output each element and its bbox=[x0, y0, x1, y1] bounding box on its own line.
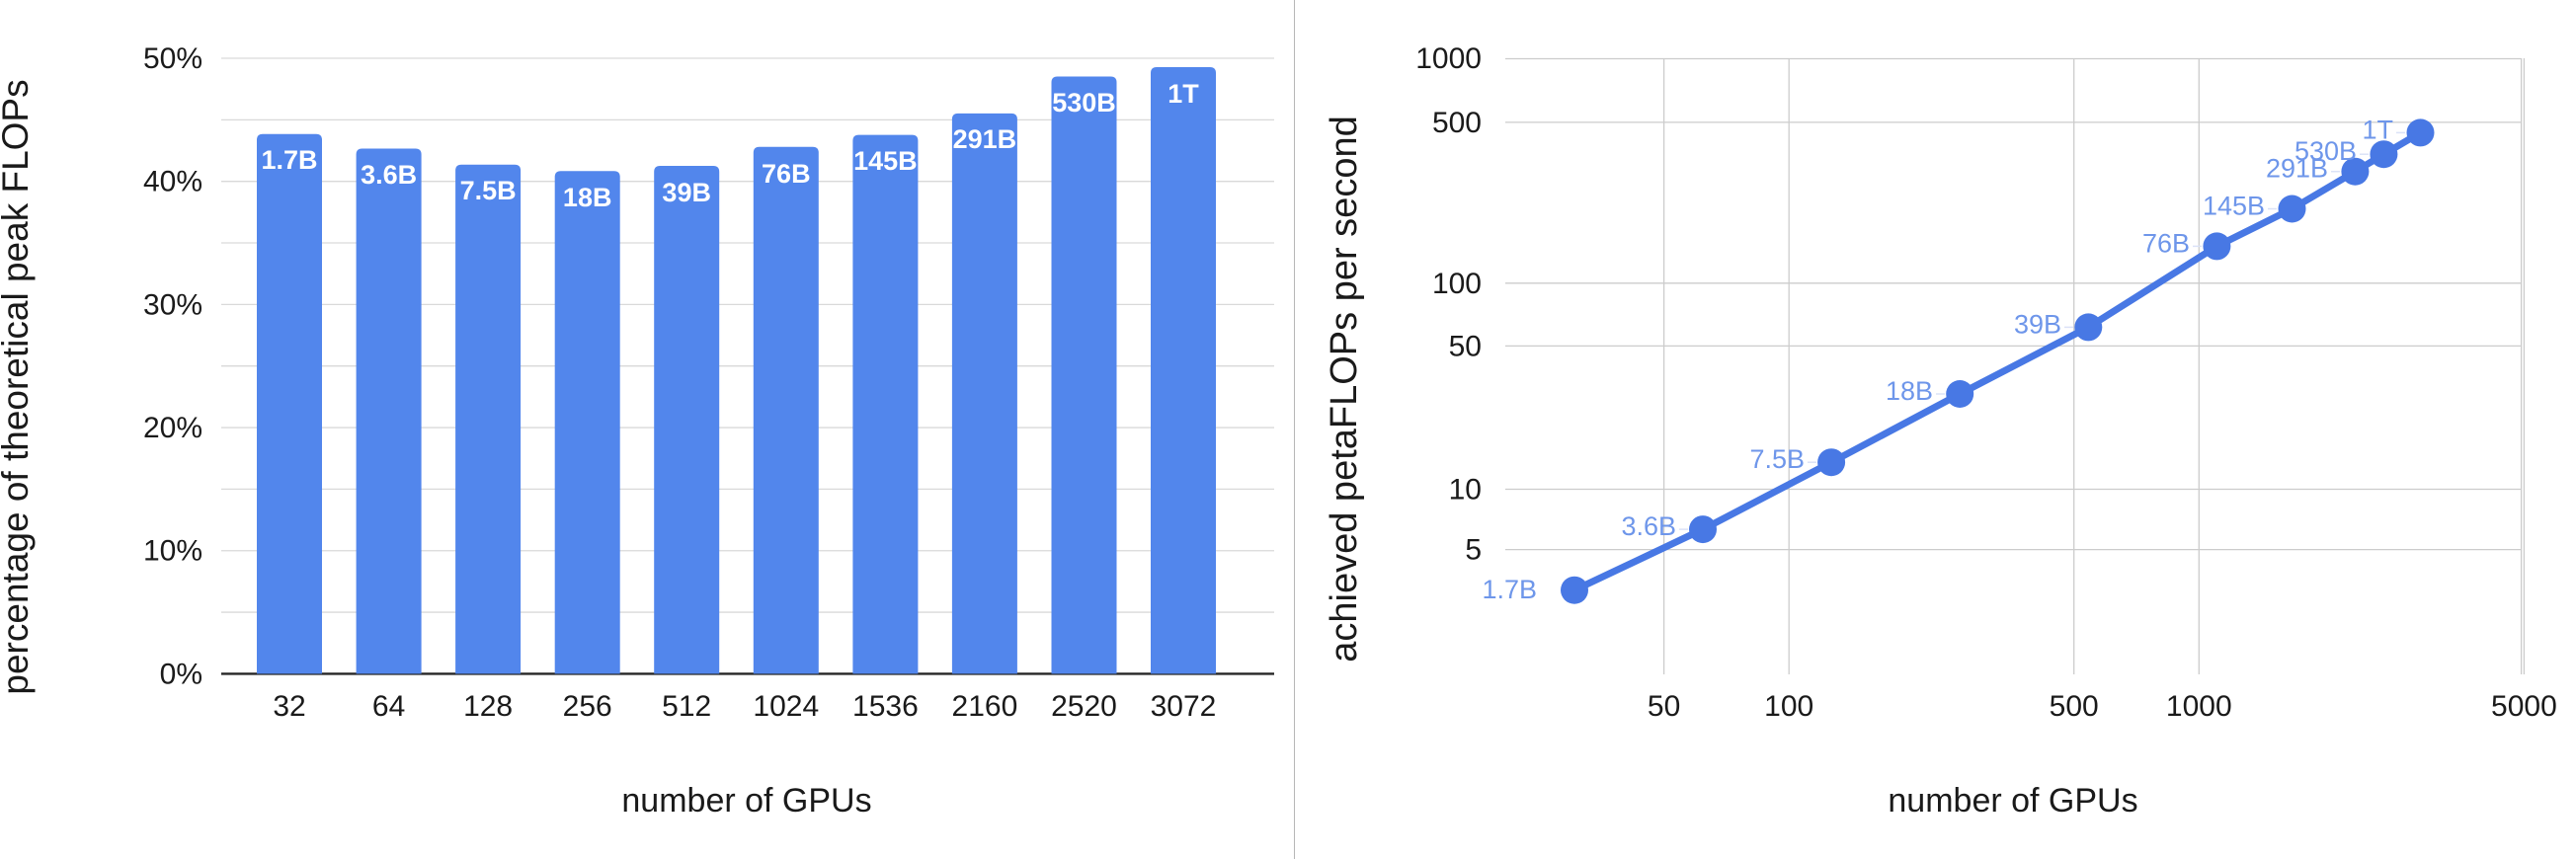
svg-text:39B: 39B bbox=[2014, 309, 2061, 339]
svg-text:1T: 1T bbox=[2362, 115, 2393, 144]
svg-text:145B: 145B bbox=[853, 146, 918, 176]
svg-text:40%: 40% bbox=[143, 166, 202, 198]
svg-text:145B: 145B bbox=[2203, 192, 2265, 221]
svg-text:530B: 530B bbox=[1052, 88, 1116, 117]
svg-text:32: 32 bbox=[273, 690, 305, 723]
svg-text:number of GPUs: number of GPUs bbox=[621, 782, 871, 820]
svg-text:2520: 2520 bbox=[1051, 690, 1117, 723]
svg-text:1.7B: 1.7B bbox=[261, 145, 317, 175]
svg-text:530B: 530B bbox=[2294, 136, 2357, 166]
svg-text:128: 128 bbox=[463, 690, 513, 723]
svg-text:39B: 39B bbox=[662, 178, 711, 207]
svg-text:1000: 1000 bbox=[1415, 42, 1482, 75]
svg-text:18B: 18B bbox=[1886, 376, 1933, 406]
svg-text:256: 256 bbox=[563, 690, 612, 723]
svg-text:7.5B: 7.5B bbox=[1749, 444, 1805, 474]
svg-text:3072: 3072 bbox=[1151, 690, 1217, 723]
svg-text:1000: 1000 bbox=[2166, 690, 2232, 723]
svg-text:50: 50 bbox=[1449, 330, 1482, 362]
svg-text:64: 64 bbox=[372, 690, 405, 723]
svg-text:1.7B: 1.7B bbox=[1482, 575, 1537, 604]
svg-text:0%: 0% bbox=[160, 658, 202, 690]
svg-text:500: 500 bbox=[2050, 690, 2099, 723]
svg-text:50: 50 bbox=[1648, 690, 1680, 723]
svg-text:number of GPUs: number of GPUs bbox=[1888, 782, 2137, 820]
svg-text:5000: 5000 bbox=[2491, 690, 2557, 723]
svg-text:3.6B: 3.6B bbox=[361, 160, 417, 190]
svg-text:10: 10 bbox=[1449, 474, 1482, 507]
svg-text:percentage of theoretical peak: percentage of theoretical peak FLOPs bbox=[0, 79, 36, 694]
svg-text:18B: 18B bbox=[563, 183, 612, 212]
svg-text:76B: 76B bbox=[2142, 228, 2190, 258]
svg-text:achieved petaFLOPs per second: achieved petaFLOPs per second bbox=[1324, 116, 1365, 662]
svg-text:10%: 10% bbox=[143, 535, 202, 568]
svg-text:7.5B: 7.5B bbox=[460, 176, 517, 205]
svg-text:20%: 20% bbox=[143, 412, 202, 444]
svg-text:100: 100 bbox=[1432, 268, 1482, 300]
svg-text:3.6B: 3.6B bbox=[1621, 511, 1676, 541]
svg-text:50%: 50% bbox=[143, 42, 202, 75]
svg-text:1536: 1536 bbox=[852, 690, 919, 723]
svg-text:512: 512 bbox=[662, 690, 711, 723]
svg-text:76B: 76B bbox=[762, 159, 811, 189]
svg-text:2160: 2160 bbox=[952, 690, 1018, 723]
svg-text:500: 500 bbox=[1432, 107, 1482, 139]
svg-text:1024: 1024 bbox=[753, 690, 819, 723]
svg-text:5: 5 bbox=[1465, 534, 1482, 567]
svg-text:1T: 1T bbox=[1167, 79, 1199, 109]
svg-text:100: 100 bbox=[1764, 690, 1813, 723]
svg-text:291B: 291B bbox=[953, 124, 1017, 154]
svg-text:30%: 30% bbox=[143, 288, 202, 321]
